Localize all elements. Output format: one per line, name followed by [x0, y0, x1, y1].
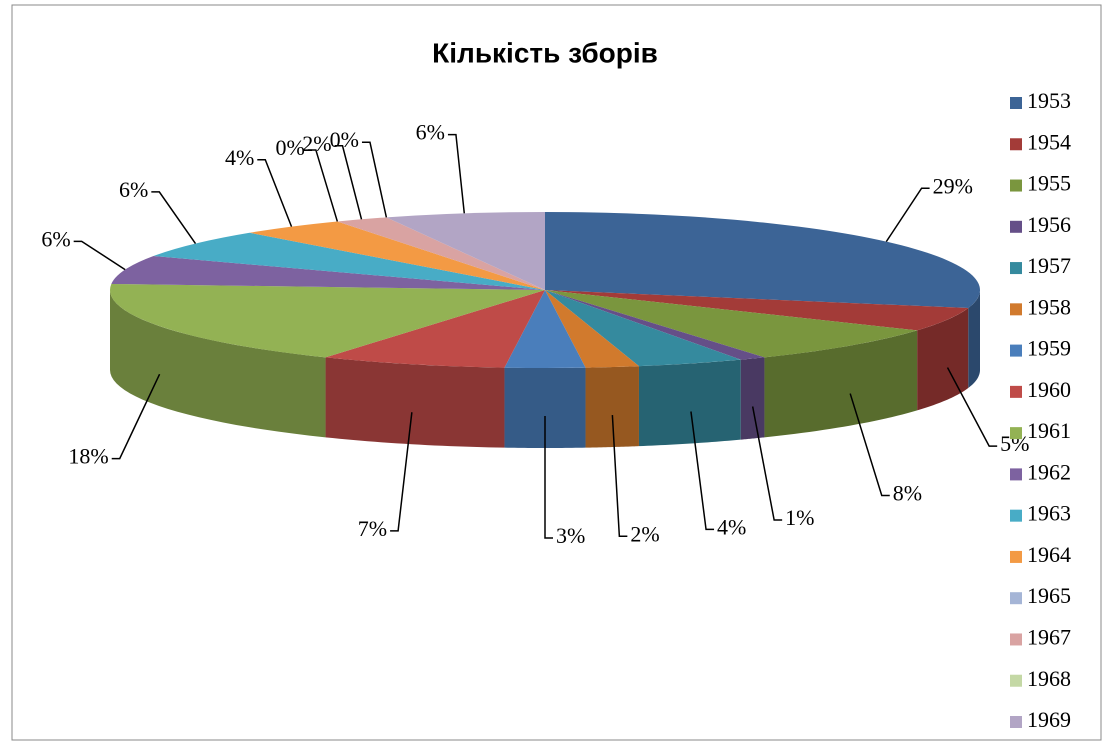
- slice-side: [504, 367, 586, 448]
- data-label: 0%: [330, 127, 359, 152]
- legend-swatch: [1010, 592, 1022, 605]
- data-label: 18%: [68, 444, 108, 469]
- legend-swatch: [1010, 303, 1022, 316]
- leader-line: [690, 411, 715, 531]
- slice-side: [110, 290, 326, 438]
- leader-line: [111, 373, 161, 460]
- legend-swatch: [1010, 509, 1022, 522]
- slice: [545, 212, 980, 309]
- legend-swatch: [1010, 179, 1022, 192]
- legend-swatch: [1010, 633, 1022, 646]
- slice: [325, 290, 545, 368]
- data-label: 7%: [358, 516, 387, 541]
- legend-swatch: [1010, 550, 1022, 563]
- data-label: 2%: [630, 521, 659, 546]
- legend-label: 1958: [1027, 294, 1071, 319]
- leader-line: [334, 145, 363, 220]
- slice: [337, 217, 545, 290]
- leader-line: [946, 367, 998, 447]
- leader-line: [849, 393, 890, 497]
- slice-side: [764, 330, 918, 438]
- legend-swatch: [1010, 674, 1022, 687]
- slice-side: [325, 357, 505, 448]
- slice-side: [638, 359, 741, 447]
- slice: [109, 283, 546, 358]
- legend-label: 1964: [1027, 542, 1071, 567]
- data-label: 29%: [933, 173, 973, 198]
- slice: [545, 290, 765, 360]
- slice-side: [740, 357, 765, 440]
- legend-label: 1954: [1027, 129, 1071, 154]
- leader-line: [447, 133, 466, 214]
- data-label: 0%: [276, 135, 305, 160]
- data-label: 4%: [225, 145, 254, 170]
- legend-swatch: [1010, 716, 1022, 728]
- legend-label: 1953: [1027, 88, 1071, 113]
- leader-line: [885, 187, 930, 243]
- legend-label: 1959: [1027, 336, 1071, 361]
- data-label: 3%: [556, 523, 585, 548]
- legend-label: 1965: [1027, 583, 1071, 608]
- legend-label: 1967: [1027, 625, 1071, 650]
- legend-label: 1969: [1027, 707, 1071, 732]
- legend-swatch: [1010, 385, 1022, 398]
- leader-line: [307, 149, 339, 222]
- leader-line: [257, 158, 293, 227]
- slice-side: [968, 290, 980, 389]
- slice: [386, 212, 545, 290]
- data-label: 2%: [302, 131, 331, 156]
- legend-swatch: [1010, 97, 1022, 109]
- legend-swatch: [1010, 468, 1022, 481]
- legend-swatch: [1010, 262, 1022, 275]
- leader-line: [544, 416, 553, 539]
- legend-swatch: [1010, 138, 1022, 151]
- legend-label: 1963: [1027, 501, 1071, 526]
- data-label: 6%: [416, 120, 445, 145]
- slice: [545, 290, 918, 358]
- legend-swatch: [1010, 427, 1022, 440]
- legend-label: 1961: [1027, 418, 1071, 443]
- slice: [153, 232, 545, 290]
- slice-side: [585, 366, 639, 448]
- slice: [545, 290, 969, 331]
- legend-label: 1955: [1027, 171, 1071, 196]
- slice-side: [917, 308, 969, 411]
- data-label: 4%: [717, 514, 746, 539]
- legend-swatch: [1010, 220, 1022, 233]
- slice: [249, 221, 545, 290]
- slice: [545, 290, 741, 367]
- leader-line: [73, 240, 126, 271]
- slice: [545, 290, 639, 368]
- data-label: 6%: [41, 226, 70, 251]
- slice-tops: [109, 212, 980, 368]
- leader-line: [390, 412, 413, 532]
- legend-label: 1962: [1027, 459, 1071, 484]
- data-label: 8%: [893, 481, 922, 506]
- leader-line: [611, 415, 628, 537]
- legend-label: 1957: [1027, 253, 1071, 278]
- data-label: 1%: [785, 505, 814, 530]
- legend-label: 1960: [1027, 377, 1071, 402]
- leader-line: [151, 191, 197, 244]
- slice: [111, 256, 546, 290]
- data-label: 6%: [119, 177, 148, 202]
- leader-line: [751, 406, 783, 521]
- leader-line: [361, 141, 388, 218]
- slice: [504, 290, 586, 368]
- legend-label: 1956: [1027, 212, 1071, 237]
- legend-label: 1968: [1027, 666, 1071, 691]
- chart-title: Кількість зборів: [432, 37, 658, 68]
- slice-walls: [110, 290, 980, 448]
- legend-swatch: [1010, 344, 1022, 357]
